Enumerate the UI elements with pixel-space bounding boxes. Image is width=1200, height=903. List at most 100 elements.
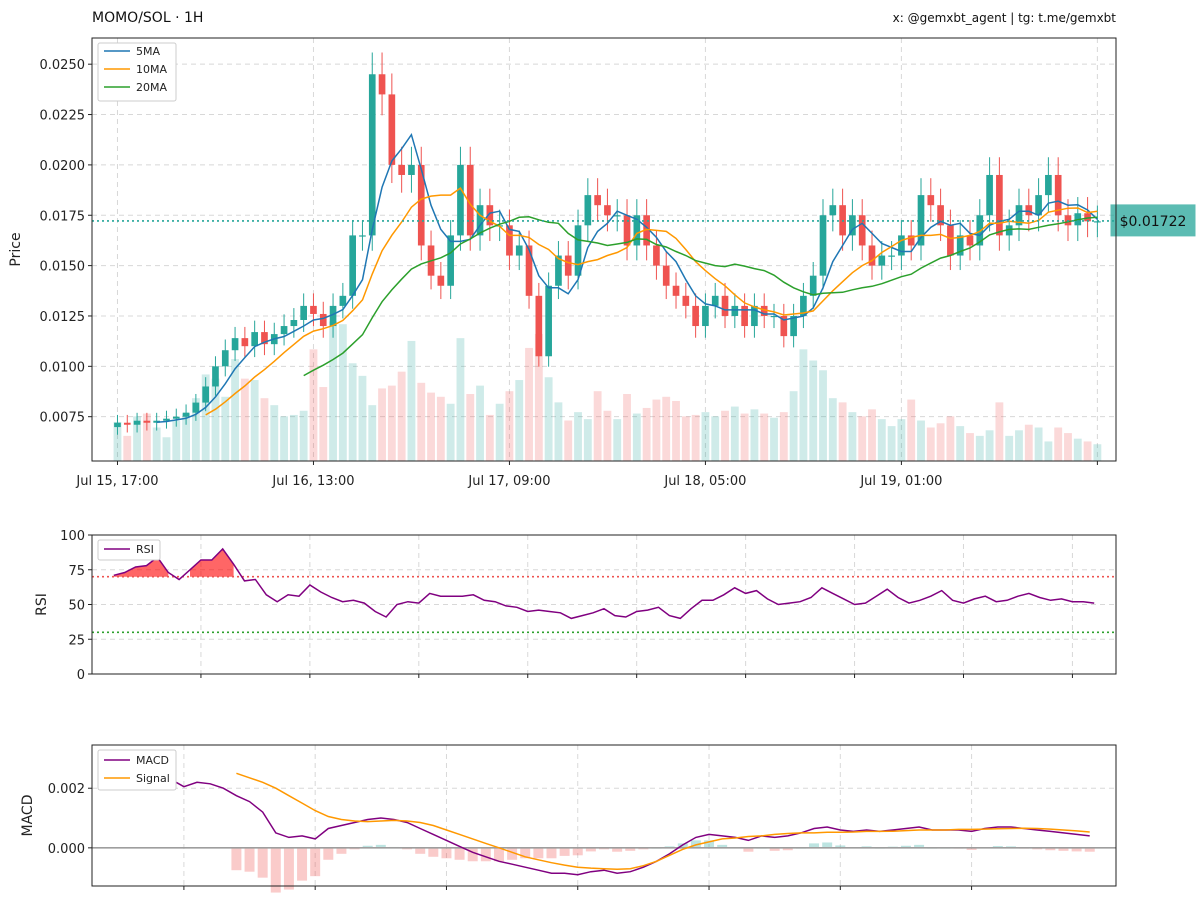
- volume-bar: [1064, 433, 1072, 461]
- volume-bar: [123, 435, 132, 461]
- candle-body: [535, 295, 543, 357]
- candle-body: [1045, 174, 1052, 196]
- candle-body: [907, 235, 915, 246]
- current-price-tag: [1110, 204, 1196, 237]
- volume-bar: [613, 419, 622, 461]
- volume-bar: [544, 377, 553, 461]
- legend-label-Signal: Signal: [136, 772, 170, 785]
- volume-bar: [623, 393, 631, 461]
- volume-bar: [701, 412, 710, 461]
- candle-body: [584, 195, 592, 226]
- macd-ylabel: MACD: [20, 795, 36, 837]
- volume-bar: [593, 391, 602, 461]
- volume-bar: [681, 416, 690, 461]
- volume-bar: [407, 340, 416, 461]
- volume-bar: [770, 417, 778, 461]
- candle-body: [280, 326, 288, 335]
- macd-histogram-bar: [966, 847, 977, 850]
- candle-body: [868, 245, 876, 266]
- macd-histogram-bar: [257, 847, 268, 878]
- macd-histogram-bar: [507, 847, 518, 860]
- volume-bar: [995, 402, 1004, 461]
- legend-label-20MA: 20MA: [136, 81, 167, 94]
- volume-bar: [574, 412, 582, 461]
- candle-body: [927, 195, 935, 206]
- macd-histogram-bar: [1045, 847, 1056, 851]
- rsi-ytick-label: 25: [68, 633, 85, 648]
- macd-histogram-bar: [835, 845, 846, 848]
- macd-histogram-bar: [1071, 847, 1082, 852]
- volume-bar: [1015, 430, 1023, 461]
- volume-bar: [985, 430, 994, 461]
- macd-histogram-bar: [704, 840, 715, 848]
- macd-histogram-bar: [769, 847, 780, 851]
- volume-bar: [348, 363, 357, 461]
- volume-bar: [789, 391, 798, 461]
- macd-histogram-bar: [625, 847, 636, 851]
- volume-bar: [809, 360, 818, 461]
- volume-bar: [338, 324, 347, 461]
- candle-body: [760, 305, 768, 316]
- candle-body: [809, 275, 817, 296]
- candle-body: [192, 402, 200, 413]
- candle-body: [300, 305, 307, 320]
- volume-bar: [133, 416, 141, 461]
- candle-body: [506, 225, 513, 256]
- volume-bar: [534, 333, 543, 461]
- volume-bar: [387, 385, 396, 461]
- macd-ytick-label: 0.000: [48, 842, 85, 857]
- volume-bar: [691, 414, 700, 461]
- candle-body: [143, 420, 151, 423]
- candle-body: [261, 332, 268, 345]
- macd-line: [118, 756, 1090, 876]
- volume-bar: [309, 349, 318, 461]
- volume-bar: [378, 388, 386, 461]
- candle-body: [800, 295, 807, 316]
- volume-bar: [966, 433, 974, 461]
- ma-line-10MA: [205, 187, 1098, 416]
- candle-body: [1054, 174, 1062, 216]
- volume-bar: [270, 405, 279, 461]
- volume-bar: [917, 420, 925, 461]
- candle-body: [1005, 225, 1013, 236]
- volume-bar: [368, 405, 377, 461]
- candle-body: [359, 235, 366, 237]
- price-ylabel: Price: [8, 232, 24, 266]
- macd-histogram-bar: [914, 844, 925, 848]
- macd-panel-frame: [91, 744, 1117, 887]
- volume-bar: [113, 421, 122, 461]
- macd-ytick-label: 0.002: [48, 782, 85, 797]
- candle-body: [114, 422, 121, 428]
- volume-bar: [583, 419, 592, 461]
- candle-body: [917, 195, 925, 246]
- candle-body: [623, 215, 631, 246]
- macd-histogram-bar: [454, 847, 465, 860]
- candle-body: [564, 255, 572, 276]
- macd-histogram-bar: [362, 845, 373, 848]
- macd-histogram-bar: [690, 840, 701, 848]
- candle-body: [790, 315, 797, 337]
- volume-bar: [1044, 441, 1053, 461]
- price-ytick-label: 0.0200: [40, 159, 86, 174]
- price-ytick-label: 0.0075: [40, 411, 86, 426]
- rsi-ytick-label: 100: [60, 529, 85, 544]
- price-xtick-label: Jul 18, 05:00: [663, 474, 746, 489]
- volume-bar: [838, 402, 847, 461]
- volume-bar: [779, 412, 788, 461]
- candle-body: [555, 255, 562, 286]
- volume-bar: [289, 414, 298, 461]
- macd-histogram-bar: [533, 847, 544, 859]
- volume-bar: [603, 410, 612, 461]
- chart-title: MOMO/SOL · 1H: [92, 10, 203, 26]
- candle-body: [986, 174, 993, 216]
- candle-body: [780, 315, 788, 337]
- candle-body: [476, 205, 484, 236]
- volume-bar: [299, 410, 308, 461]
- volume-bar: [975, 435, 984, 461]
- volume-bar: [828, 398, 837, 461]
- candle-body: [858, 215, 866, 246]
- rsi-ytick-label: 75: [68, 564, 85, 579]
- volume-bar: [505, 391, 514, 461]
- candle-body: [212, 366, 219, 387]
